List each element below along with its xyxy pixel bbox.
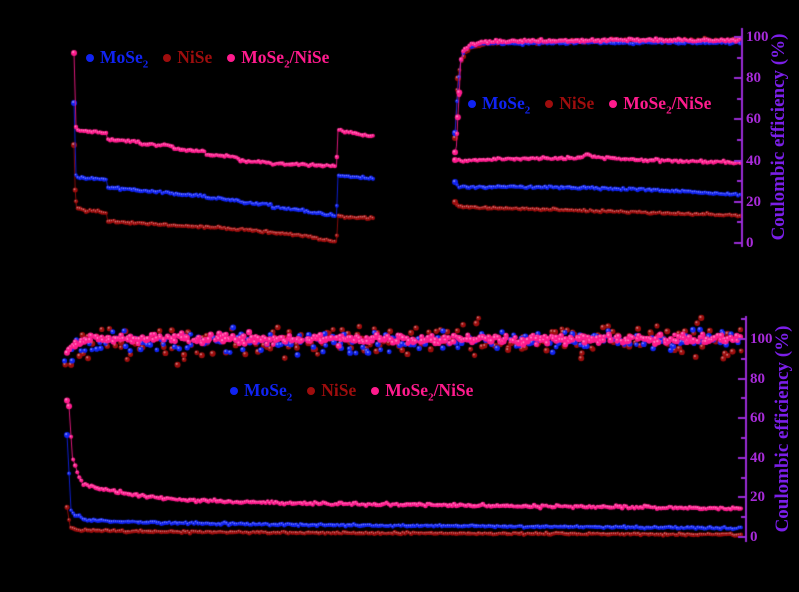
tick-label: 60 — [750, 410, 765, 427]
legend-item-NiSe: NiSe — [163, 47, 213, 67]
legend-dot-icon — [468, 99, 476, 108]
legend-dot-icon — [163, 53, 172, 62]
legend-dot-icon — [227, 53, 236, 62]
legend-item-NiSe: NiSe — [307, 380, 357, 400]
legend-dot-icon — [86, 53, 94, 62]
right-axis-title-bottom: Coulombic efficiency (%) — [772, 325, 793, 533]
legend-label: NiSe — [177, 47, 213, 67]
legend-dot-icon — [307, 386, 316, 395]
legend-top-left-panel: MoSe2 NiSe MoSe2/NiSe — [86, 47, 330, 71]
legend-label: MoSe2/NiSe — [623, 93, 712, 117]
legend-dot-icon — [230, 386, 238, 395]
legend-item-MoSe2: MoSe2 — [468, 93, 531, 117]
legend-label: MoSe2/NiSe — [241, 47, 330, 71]
legend-label: MoSe2 — [100, 47, 149, 71]
right-axis-title-top: Coulombic efficiency (%) — [768, 33, 789, 241]
legend-bottom-panel: MoSe2 NiSe MoSe2/NiSe — [230, 380, 474, 404]
tick-label: 0 — [750, 529, 758, 545]
legend-label: MoSe2/NiSe — [385, 380, 474, 404]
tick-label: 100 — [746, 29, 769, 45]
legend-item-MoSe2-NiSe: MoSe2/NiSe — [371, 380, 474, 404]
legend-label: NiSe — [559, 93, 595, 113]
legend-label: MoSe2 — [482, 93, 531, 117]
tick-label: 100 — [750, 331, 773, 347]
legend-item-MoSe2-NiSe: MoSe2/NiSe — [609, 93, 712, 117]
tick-label: 20 — [746, 193, 761, 210]
legend-dot-icon — [609, 99, 618, 108]
legend-top-right-panel: MoSe2 NiSe MoSe2/NiSe — [468, 93, 712, 117]
legend-label: MoSe2 — [244, 380, 293, 404]
tick-label: 0 — [746, 235, 754, 251]
tick-label: 80 — [750, 370, 765, 387]
legend-item-MoSe2-NiSe: MoSe2/NiSe — [227, 47, 330, 71]
tick-label: 60 — [746, 111, 761, 128]
legend-dot-icon — [371, 386, 380, 395]
legend-item-MoSe2: MoSe2 — [230, 380, 293, 404]
legend-item-MoSe2: MoSe2 — [86, 47, 149, 71]
tick-label: 40 — [750, 449, 765, 466]
legend-dot-icon — [545, 99, 554, 108]
tick-label: 80 — [746, 70, 761, 87]
legend-item-NiSe: NiSe — [545, 93, 595, 113]
legend-label: NiSe — [321, 380, 357, 400]
tick-label: 40 — [746, 152, 761, 169]
tick-label: 20 — [750, 489, 765, 506]
